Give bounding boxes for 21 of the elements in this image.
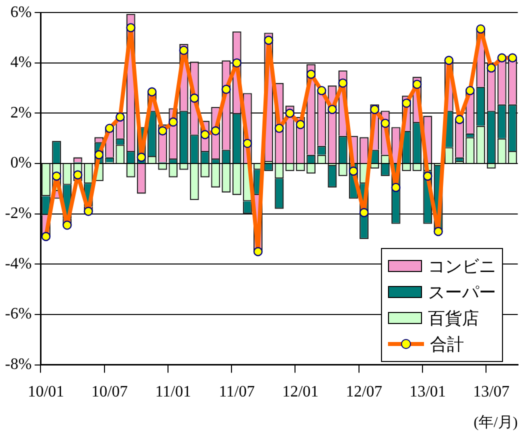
legend-label: コンビニ (428, 256, 496, 278)
y-tick-label: -8% (5, 356, 32, 374)
x-tick-label: 10/01 (28, 384, 64, 401)
x-tick-label: 13/07 (473, 384, 510, 401)
x-tick-label: 13/01 (409, 384, 446, 401)
x-tick-label: 11/01 (155, 384, 192, 401)
y-tick-label: 2% (10, 104, 32, 122)
y-tick-label: 6% (10, 4, 32, 21)
legend-label: スーパー (428, 282, 496, 304)
y-tick-label: -6% (5, 306, 32, 323)
x-axis-title: (年/月) (474, 414, 518, 431)
y-tick-label: 0% (10, 154, 32, 172)
y-tick-label: -4% (5, 255, 32, 272)
x-tick-label: 10/07 (91, 384, 128, 401)
legend-label: 百貨店 (428, 308, 479, 330)
x-tick-label: 12/07 (346, 384, 382, 401)
x-tick-label: 12/01 (282, 384, 319, 401)
legend-label: 合計 (430, 334, 464, 356)
y-tick-label: 4% (10, 54, 32, 72)
y-tick-label: -2% (5, 205, 32, 222)
x-tick-label: 11/07 (218, 384, 255, 401)
